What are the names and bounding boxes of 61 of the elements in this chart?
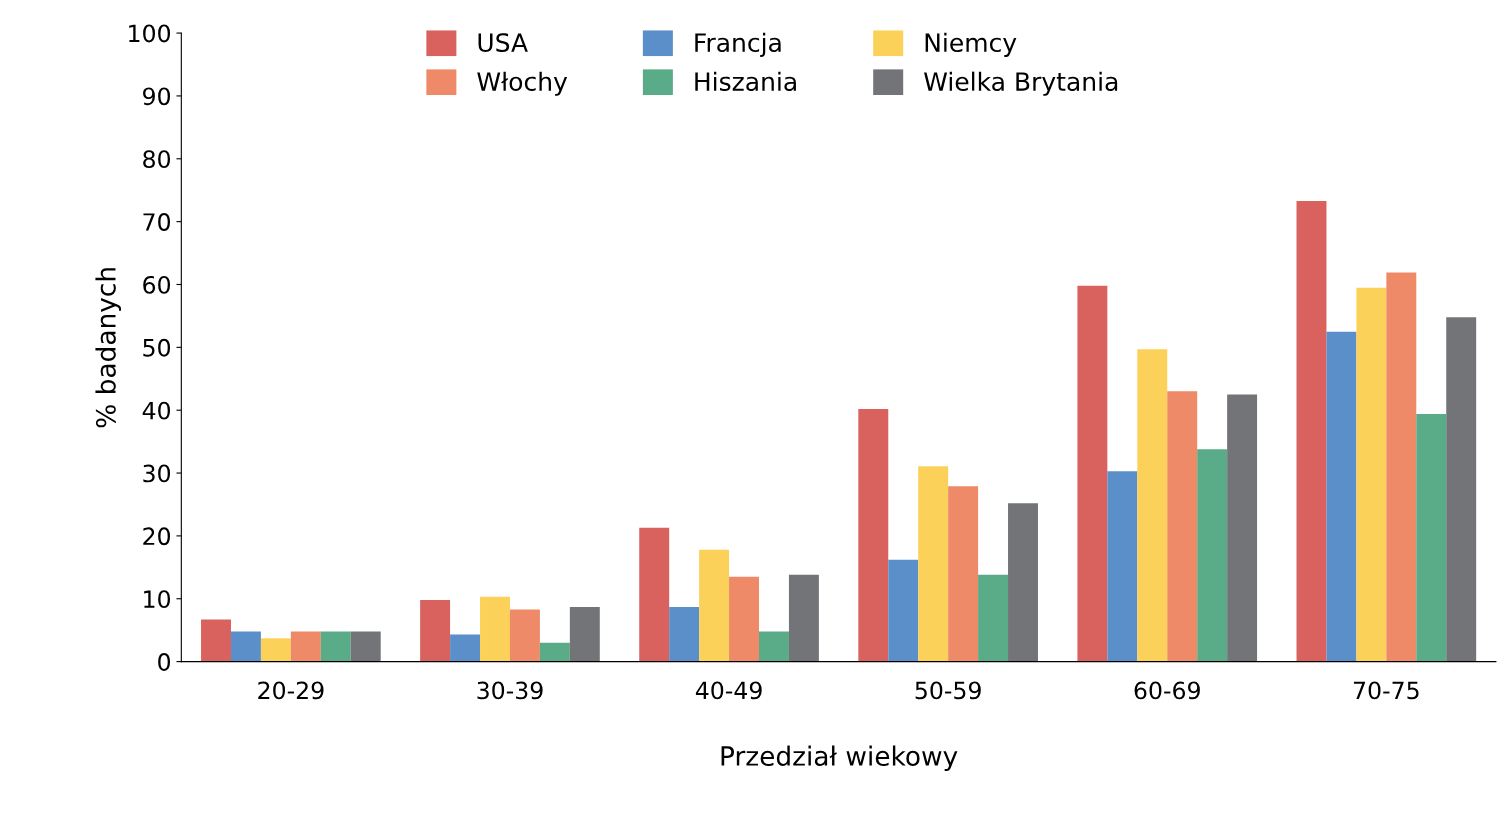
bar bbox=[1167, 391, 1198, 662]
x-tick-label: 50-59 bbox=[915, 681, 981, 700]
bar bbox=[1296, 200, 1327, 662]
bar bbox=[1008, 503, 1038, 662]
bar bbox=[888, 559, 919, 662]
legend-label: USA bbox=[478, 33, 528, 53]
x-tick-label: 40-49 bbox=[695, 681, 762, 700]
bar bbox=[230, 631, 261, 662]
bar bbox=[1227, 394, 1258, 662]
bar bbox=[320, 631, 351, 662]
bar bbox=[569, 606, 600, 662]
legend-label: Hiszania bbox=[695, 71, 796, 91]
x-tick-label: 60-69 bbox=[1134, 681, 1200, 700]
bar bbox=[420, 600, 451, 662]
y-tick-label: 80 bbox=[143, 150, 171, 169]
bar bbox=[260, 638, 291, 662]
bar bbox=[918, 466, 949, 662]
bar bbox=[639, 527, 670, 662]
y-tick-label: 50 bbox=[143, 338, 171, 357]
x-tick-label: 70-75 bbox=[1353, 681, 1419, 700]
bar bbox=[1416, 413, 1447, 662]
bar bbox=[1137, 349, 1168, 662]
bar bbox=[539, 642, 570, 662]
y-tick-label: 100 bbox=[129, 24, 171, 43]
x-tick-label: 30-39 bbox=[477, 681, 543, 700]
y-tick-label: 40 bbox=[142, 401, 171, 420]
bar bbox=[480, 596, 510, 662]
bar bbox=[669, 606, 700, 662]
bar bbox=[978, 574, 1009, 662]
y-tick-label: 70 bbox=[143, 213, 171, 231]
bar bbox=[290, 631, 321, 662]
bar bbox=[1386, 272, 1417, 662]
bar bbox=[1107, 471, 1138, 662]
y-tick-label: 30 bbox=[143, 464, 171, 483]
y-axis-title: % badanych bbox=[95, 268, 121, 428]
bar bbox=[350, 631, 381, 662]
bar bbox=[1197, 449, 1228, 662]
x-tick-label: 20-29 bbox=[258, 681, 324, 700]
y-tick-label: 10 bbox=[144, 590, 171, 609]
y-tick-label: 20 bbox=[143, 527, 171, 546]
bar bbox=[509, 609, 540, 662]
legend-label: Niemcy bbox=[925, 32, 1017, 57]
bar bbox=[729, 576, 759, 662]
bar bbox=[1446, 317, 1477, 662]
y-tick-label: 60 bbox=[143, 275, 171, 294]
bar bbox=[450, 634, 481, 662]
bar bbox=[1077, 285, 1108, 662]
bar bbox=[699, 549, 730, 662]
x-axis-title: Przedział wiekowy bbox=[721, 745, 958, 772]
legend-label: Francja bbox=[695, 32, 781, 57]
bar bbox=[1356, 287, 1387, 662]
legend-label: Wielka Brytania bbox=[924, 71, 1118, 96]
y-tick-label: 90 bbox=[143, 87, 171, 106]
bar bbox=[759, 631, 789, 662]
bar bbox=[201, 619, 231, 662]
legend-label: Włochy bbox=[477, 71, 568, 96]
bar bbox=[1326, 331, 1357, 662]
bar bbox=[858, 408, 889, 662]
bar bbox=[948, 486, 979, 662]
bar bbox=[788, 574, 819, 662]
y-tick-label: 0 bbox=[158, 653, 171, 671]
